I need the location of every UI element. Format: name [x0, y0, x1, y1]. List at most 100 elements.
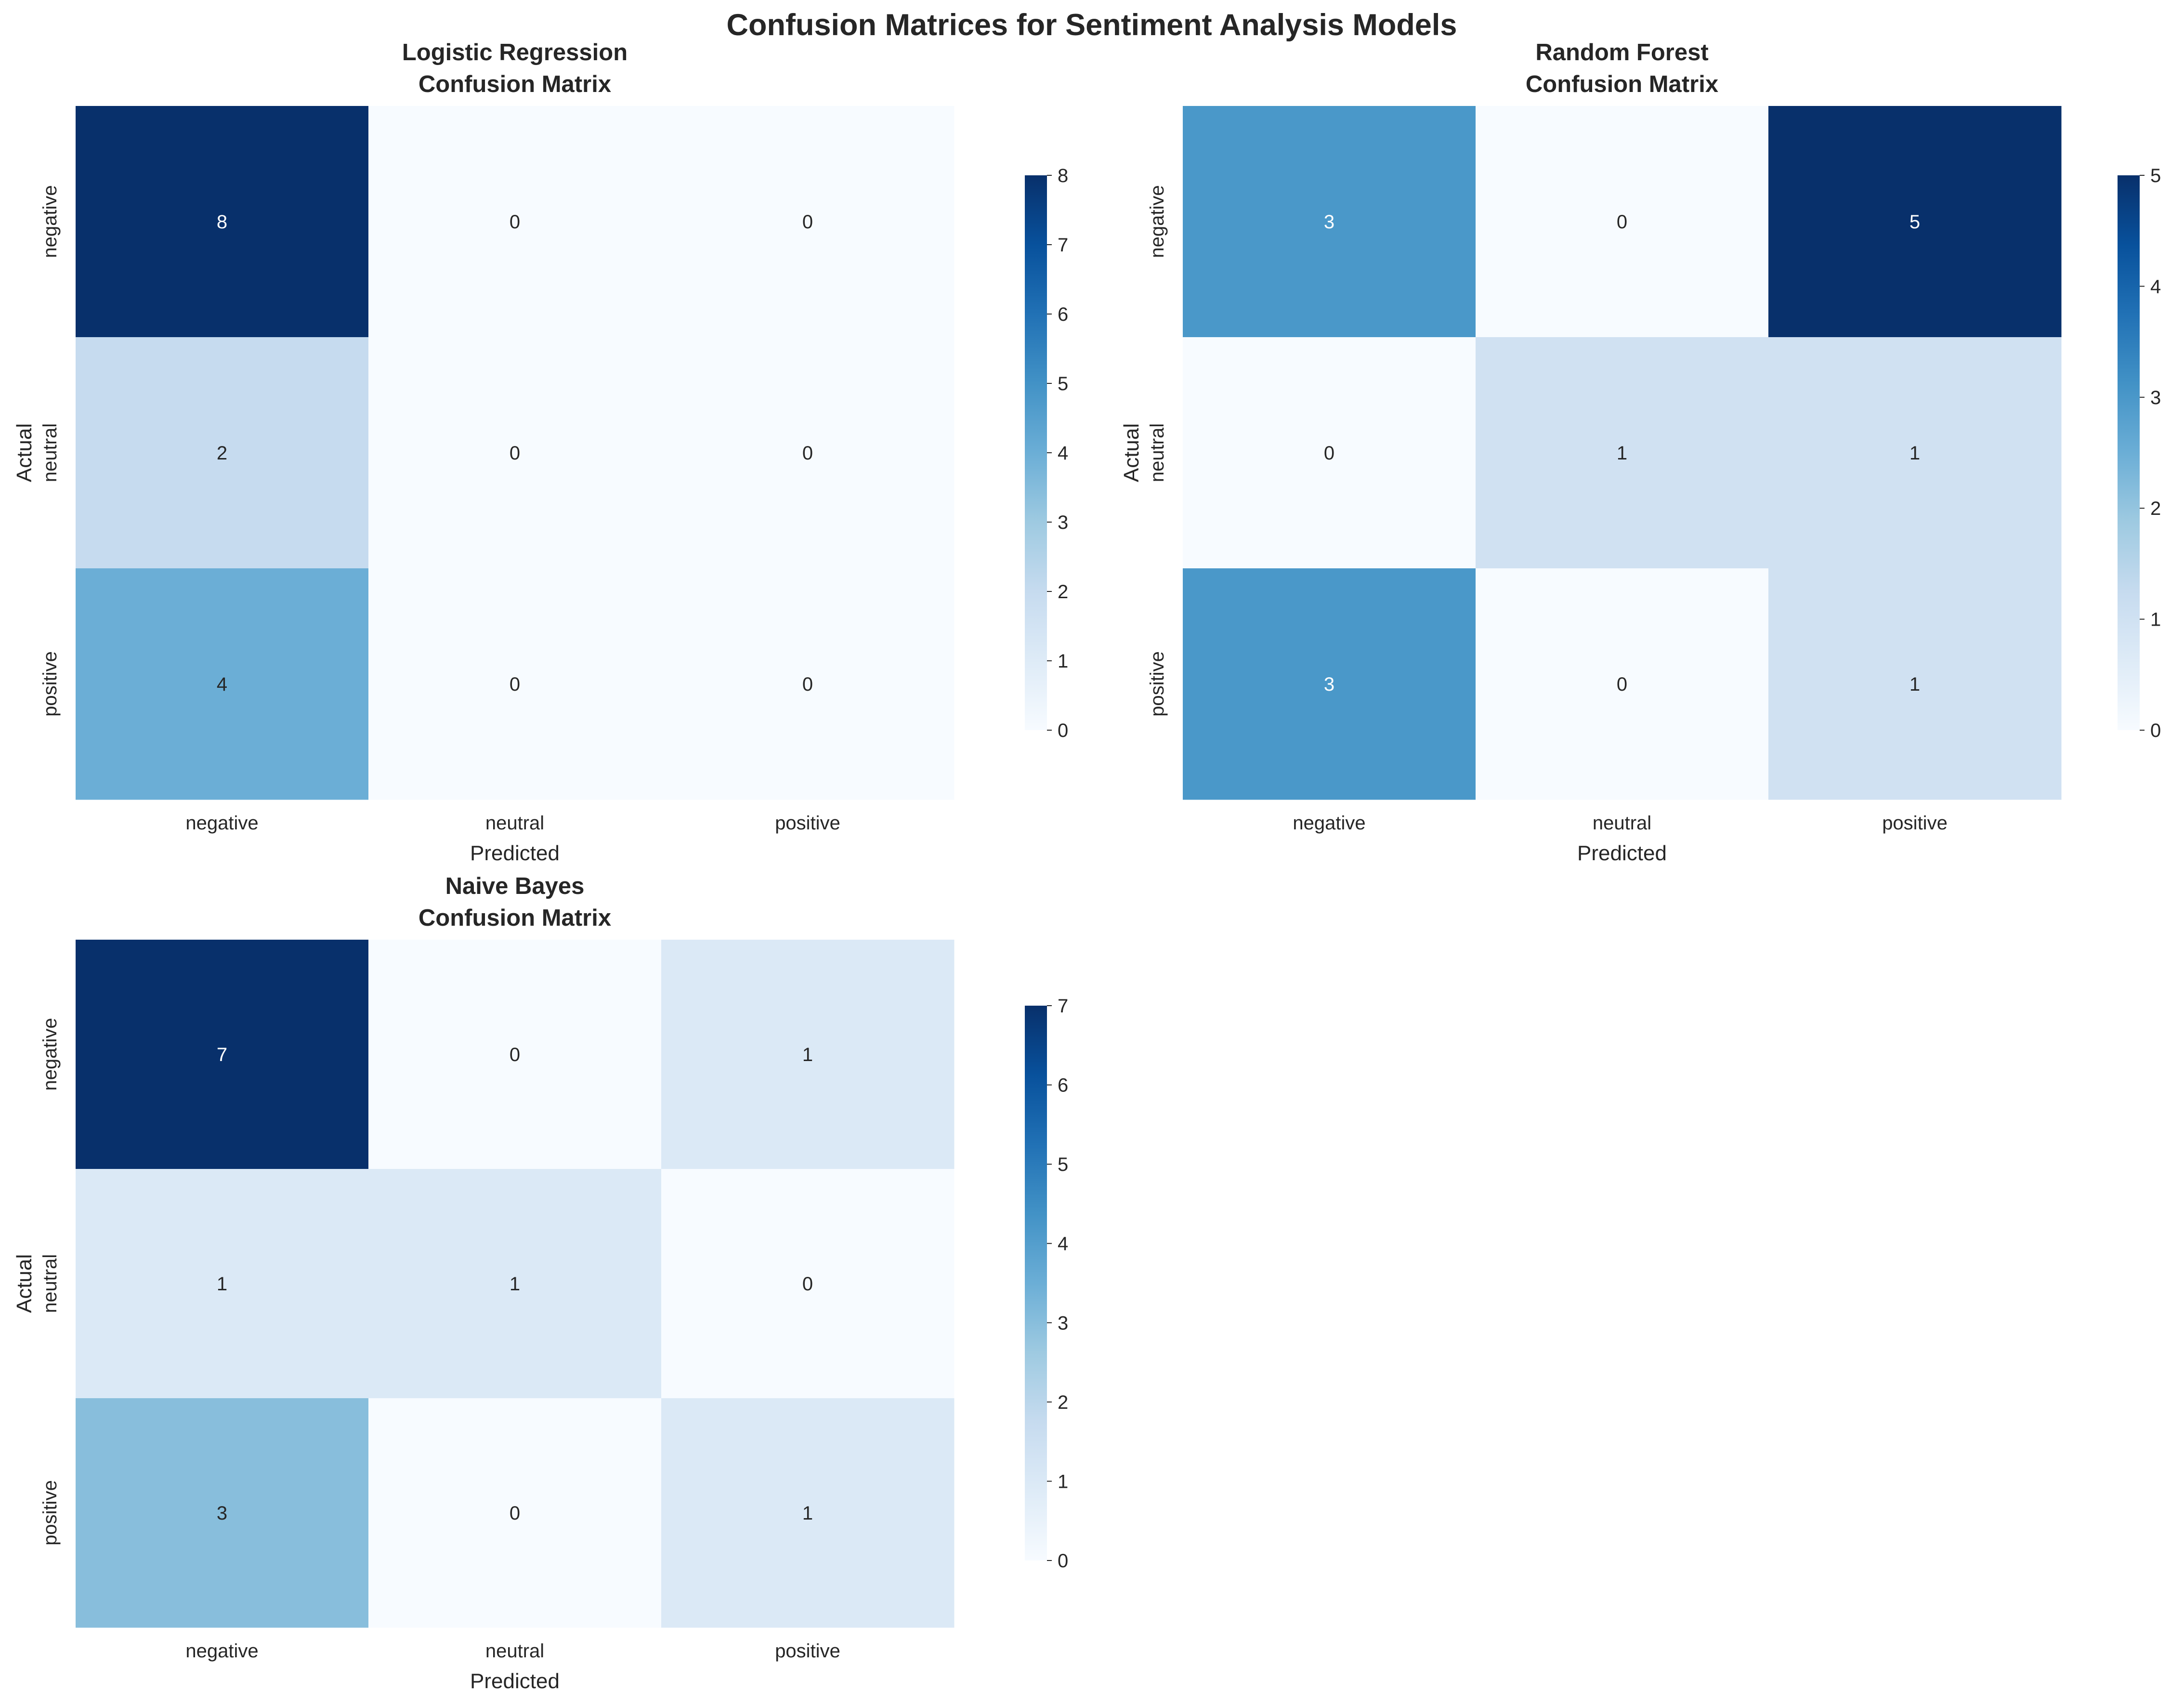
y-tick-label: positive	[39, 1480, 61, 1546]
cell-value-label: 0	[510, 443, 520, 464]
y-tick-label: negative	[1147, 185, 1168, 258]
x-tick-label: negative	[185, 1640, 258, 1662]
cell-value-label: 2	[217, 443, 227, 464]
panel-title-line-1: Logistic Regression	[402, 39, 628, 66]
heatmap-cell	[368, 940, 662, 1169]
colorbar-tick-label: 4	[1058, 1233, 1068, 1255]
heatmap-cell	[661, 106, 955, 338]
colorbar-tick-label: 2	[1058, 1392, 1068, 1413]
y-axis-label: Actual	[13, 423, 36, 482]
colorbar	[1025, 175, 1047, 730]
colorbar-tick-label: 5	[1058, 1154, 1068, 1175]
colorbar	[1025, 1006, 1047, 1561]
x-axis-label: Predicted	[1577, 841, 1667, 865]
heatmap-cell	[1768, 568, 2062, 800]
heatmap-cell	[661, 337, 955, 569]
x-tick-label: positive	[1882, 813, 1948, 834]
heatmap-cell	[76, 1169, 369, 1399]
heatmap-cell	[76, 568, 369, 800]
panel-title-line-2: Confusion Matrix	[418, 71, 611, 97]
heatmap-cell	[1183, 337, 1476, 569]
y-tick-label: negative	[39, 1018, 61, 1090]
colorbar	[2118, 175, 2140, 730]
cell-value-label: 7	[217, 1044, 227, 1065]
colorbar-tick-label: 0	[1058, 720, 1068, 741]
colorbar-tick-label: 2	[1058, 581, 1068, 603]
heatmap-cell	[76, 106, 369, 338]
cell-value-label: 3	[217, 1503, 227, 1524]
colorbar-tick-label: 4	[1058, 443, 1068, 464]
y-tick-label: positive	[39, 651, 61, 717]
panel-title-line-2: Confusion Matrix	[1526, 71, 1718, 97]
colorbar-tick-label: 5	[2150, 165, 2161, 186]
colorbar-tick-label: 5	[1058, 373, 1068, 394]
y-tick-label: negative	[39, 185, 61, 258]
heatmap-cell	[76, 337, 369, 569]
heatmap-cell	[1183, 106, 1476, 338]
heatmap-cell	[368, 1169, 662, 1399]
cell-value-label: 1	[510, 1273, 520, 1295]
cell-value-label: 1	[217, 1273, 227, 1295]
x-tick-label: positive	[775, 813, 840, 834]
cell-value-label: 0	[510, 211, 520, 233]
cell-value-label: 0	[1324, 443, 1334, 464]
y-axis-label: Actual	[1120, 423, 1143, 482]
heatmap-cell	[368, 1398, 662, 1628]
heatmap-cell	[661, 1169, 955, 1399]
cell-value-label: 0	[802, 443, 813, 464]
heatmap-cell	[76, 1398, 369, 1628]
heatmap-panel-3: Naive Bayes Confusion Matrix 7 0 1 1 1 0 3 0 1 nega…	[13, 873, 1068, 1693]
cell-value-label: 3	[1324, 674, 1334, 695]
y-tick-label: neutral	[39, 423, 61, 482]
colorbar-tick-label: 8	[1058, 165, 1068, 186]
heatmap-cell	[661, 1398, 955, 1628]
heatmap-cell	[661, 940, 955, 1169]
heatmap-panel-2: Random Forest Confusion Matrix 3 0 5 0 1 1 3 0 1 ne…	[1120, 39, 2161, 865]
colorbar-tick-label: 1	[1058, 1471, 1068, 1492]
x-tick-label: neutral	[485, 813, 544, 834]
panel-title-line-2: Confusion Matrix	[418, 905, 611, 931]
heatmap-cell	[1476, 337, 1769, 569]
heatmap-cell	[661, 568, 955, 800]
cell-value-label: 0	[802, 211, 813, 233]
panel-title-line-1: Naive Bayes	[445, 873, 585, 899]
y-tick-label: positive	[1147, 651, 1168, 717]
colorbar-tick-label: 1	[2150, 609, 2161, 630]
cell-value-label: 1	[802, 1044, 813, 1065]
cell-value-label: 0	[802, 674, 813, 695]
x-tick-label: neutral	[1593, 813, 1651, 834]
cell-value-label: 0	[1617, 674, 1627, 695]
cell-value-label: 0	[510, 1503, 520, 1524]
cell-value-label: 0	[510, 674, 520, 695]
heatmap-cell	[1476, 568, 1769, 800]
x-tick-label: positive	[775, 1640, 840, 1662]
x-tick-label: neutral	[485, 1640, 544, 1662]
heatmap-cell	[76, 940, 369, 1169]
cell-value-label: 1	[1617, 443, 1627, 464]
x-tick-label: negative	[185, 813, 258, 834]
y-tick-label: neutral	[1147, 423, 1168, 482]
colorbar-tick-label: 0	[2150, 720, 2161, 741]
colorbar-tick-label: 3	[1058, 1312, 1068, 1334]
colorbar-tick-label: 4	[2150, 276, 2161, 297]
heatmap-cell	[368, 337, 662, 569]
cell-value-label: 0	[510, 1044, 520, 1065]
colorbar-tick-label: 7	[1058, 996, 1068, 1017]
heatmap-cell	[1183, 568, 1476, 800]
cell-value-label: 1	[802, 1503, 813, 1524]
colorbar-tick-label: 7	[1058, 235, 1068, 256]
y-tick-label: neutral	[39, 1254, 61, 1313]
cell-value-label: 8	[217, 211, 227, 233]
x-tick-label: negative	[1293, 813, 1365, 834]
heatmap-cell	[1768, 337, 2062, 569]
cell-value-label: 3	[1324, 211, 1334, 233]
heatmap-cell	[368, 568, 662, 800]
x-axis-label: Predicted	[470, 1669, 560, 1693]
cell-value-label: 1	[1909, 443, 1920, 464]
colorbar-tick-label: 2	[2150, 498, 2161, 519]
colorbar-tick-label: 6	[1058, 1075, 1068, 1096]
cell-value-label: 0	[802, 1273, 813, 1295]
colorbar-tick-label: 0	[1058, 1550, 1068, 1572]
colorbar-tick-label: 6	[1058, 304, 1068, 325]
